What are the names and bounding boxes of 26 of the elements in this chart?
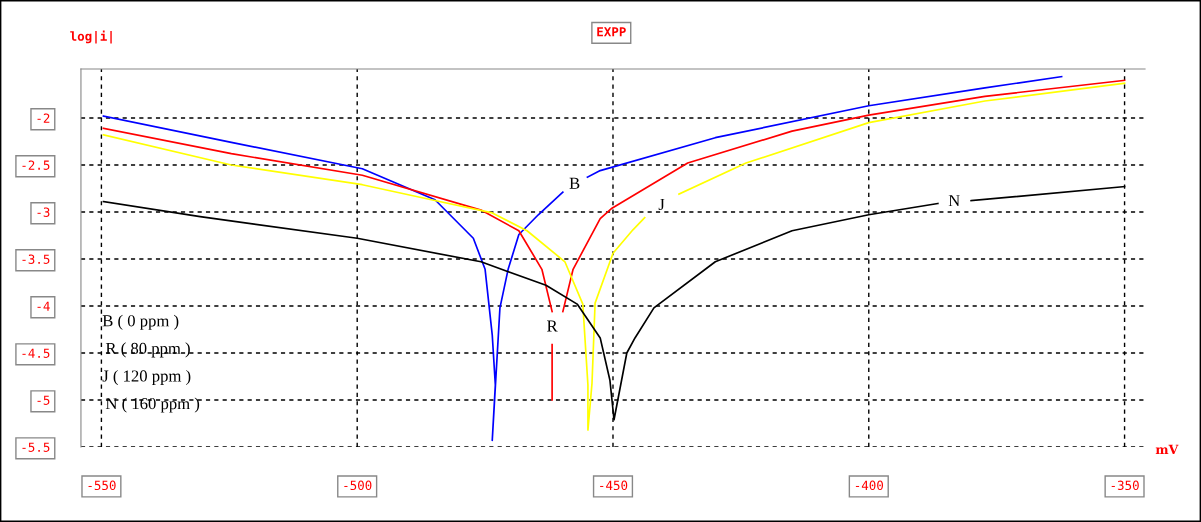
line-series [102, 127, 553, 313]
annotation: J ( 120 ppm ) [102, 369, 191, 386]
x-tick-label: -550 [88, 480, 116, 491]
y-tick-label: -2.5 [22, 160, 50, 170]
chart-title: EXPP [597, 27, 626, 37]
annotation: R ( 80 ppm ) [105, 342, 190, 358]
series-label: N [948, 195, 960, 207]
y-tick-label: -2 [37, 113, 50, 123]
x-tick-label: -400 [855, 480, 884, 491]
series-label: J [658, 198, 665, 211]
x-tick-label: -450 [600, 480, 628, 491]
x-axis-title: mV [1155, 444, 1179, 454]
series-label: B [569, 177, 580, 189]
annotation: N ( 160 ppm ) [105, 397, 200, 413]
series-label: R [547, 320, 558, 332]
y-tick-label: -4 [37, 301, 50, 311]
x-tick-label: -350 [1111, 480, 1139, 491]
x-tick-label: -500 [344, 480, 372, 491]
annotation: B ( 0 ppm ) [102, 314, 179, 330]
y-tick-label: -5 [37, 395, 50, 405]
y-tick-label: -3.5 [22, 254, 50, 264]
line-series [562, 79, 1126, 313]
y-axis-title: log|i| [70, 30, 112, 44]
y-tick-label: -3 [37, 207, 50, 217]
y-tick-label: -5.5 [22, 442, 50, 452]
y-tick-label: -4.5 [22, 348, 50, 358]
